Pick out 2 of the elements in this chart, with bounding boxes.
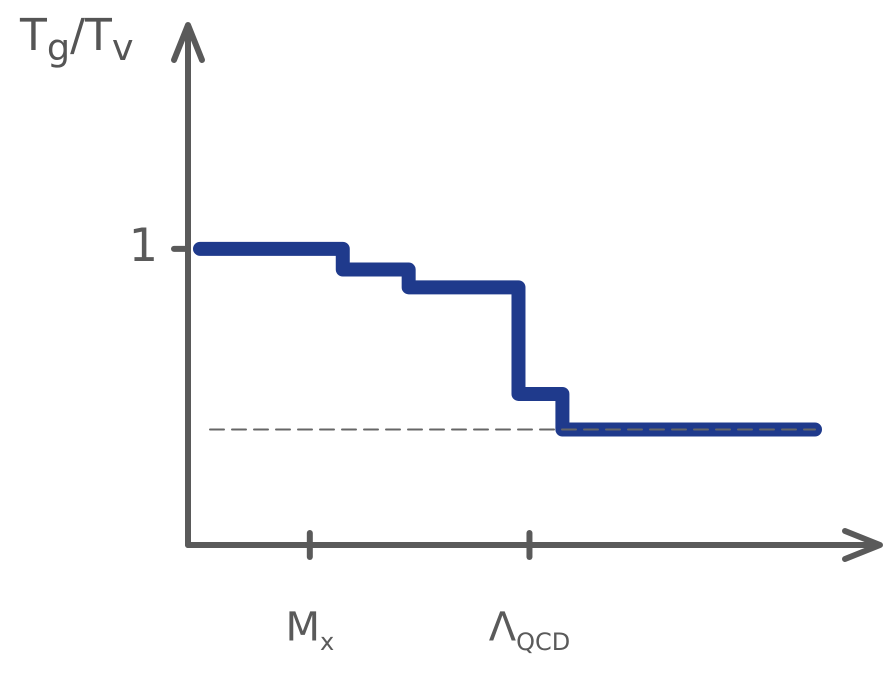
text: 1 (128, 218, 158, 272)
y-axis-title: T$_{g}$/T$_{v}$ (20, 10, 134, 69)
